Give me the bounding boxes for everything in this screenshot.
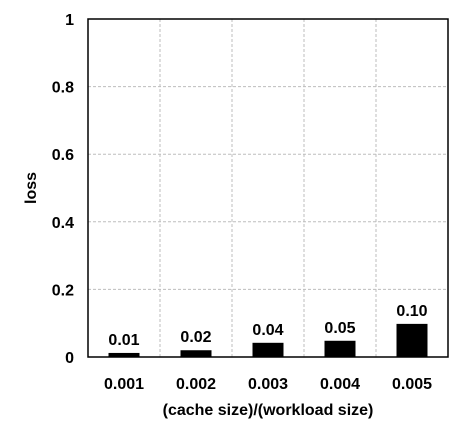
y-tick-label: 0.2: [52, 282, 74, 299]
y-tick-label: 0: [65, 350, 74, 367]
x-tick-label: 0.003: [248, 376, 288, 393]
gridlines: [88, 19, 448, 357]
bars: [108, 323, 428, 357]
bar: [324, 340, 356, 357]
bar: [108, 352, 140, 357]
y-tick-label: 1: [65, 12, 74, 29]
data-label: 0.02: [180, 329, 211, 346]
x-tick-label: 0.001: [104, 376, 144, 393]
bar: [252, 342, 284, 357]
data-label: 0.05: [324, 320, 355, 337]
data-label: 0.10: [396, 303, 427, 320]
data-label: 0.04: [252, 322, 283, 339]
y-tick-label: 0.4: [52, 215, 74, 232]
bar: [396, 323, 428, 357]
x-axis-ticks: 0.001 0.002 0.003 0.004 0.005: [104, 376, 432, 393]
y-tick-label: 0.6: [52, 147, 74, 164]
x-axis-title: (cache size)/(workload size): [163, 402, 374, 419]
y-axis-title: loss: [23, 172, 40, 204]
x-tick-label: 0.004: [320, 376, 360, 393]
y-axis-ticks: 0 0.2 0.4 0.6 0.8 1: [52, 12, 74, 367]
plot-area-frame: [87, 18, 449, 358]
data-labels: 0.01 0.02 0.04 0.05 0.10: [108, 303, 427, 349]
bar: [180, 350, 212, 357]
data-label: 0.01: [108, 332, 139, 349]
x-tick-label: 0.002: [176, 376, 216, 393]
x-tick-label: 0.005: [392, 376, 432, 393]
y-tick-label: 0.8: [52, 80, 74, 97]
